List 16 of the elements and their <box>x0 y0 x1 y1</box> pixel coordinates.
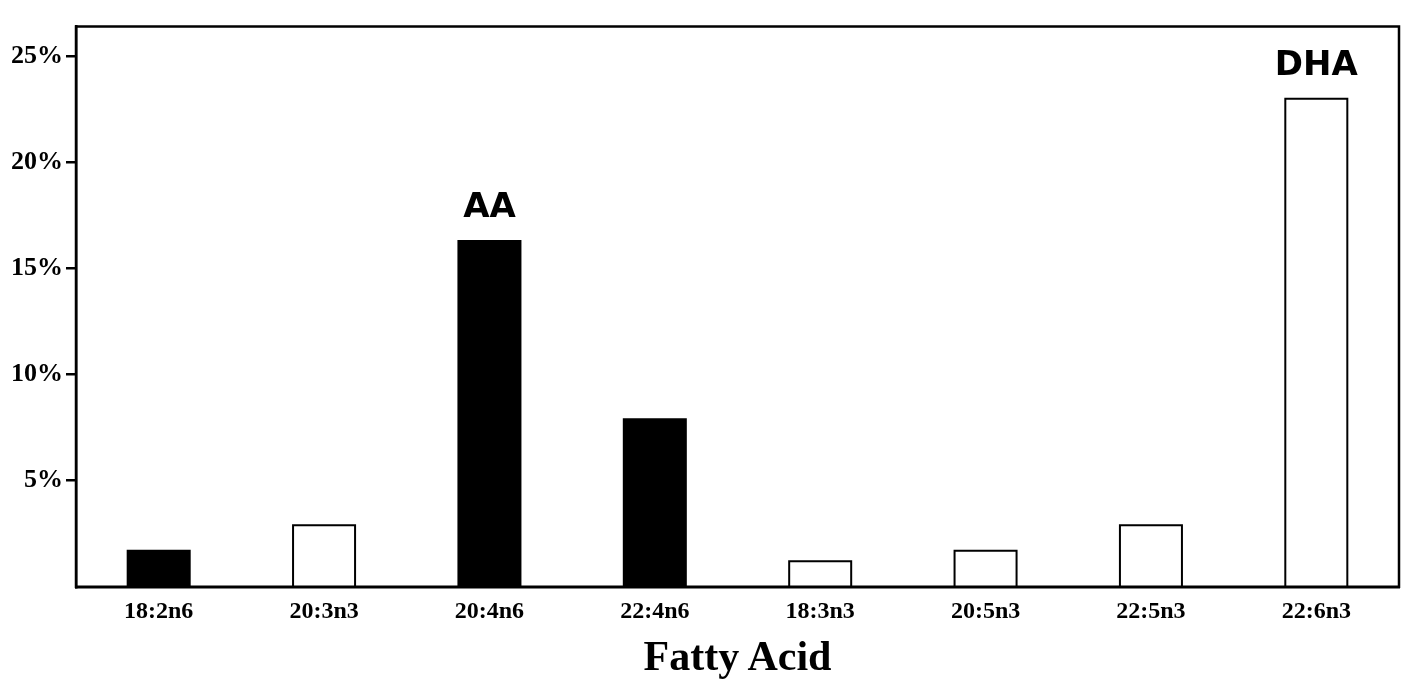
y-tick-label: 10% <box>11 358 63 388</box>
x-tick-label: 20:5n3 <box>950 597 1021 624</box>
x-tick-label: 22:6n3 <box>1281 597 1351 624</box>
annotation: AA <box>463 184 517 225</box>
x-tick-label: 18:3n3 <box>785 597 855 624</box>
y-tick-label: 15% <box>11 252 63 282</box>
x-tick-label: 20:3n3 <box>289 597 359 624</box>
x-axis-title: Fatty Acid <box>643 632 832 679</box>
y-tick-label: 25% <box>11 40 63 70</box>
x-tick-label: 22:4n6 <box>620 597 690 624</box>
x-tick-label: 18:2n6 <box>124 597 194 624</box>
y-tick-label: 20% <box>11 146 63 176</box>
annotation: DHA <box>1274 42 1359 83</box>
x-tick-label: 20:4n6 <box>454 597 525 624</box>
y-tick-label: 5% <box>24 464 63 494</box>
x-tick-label: 22:5n3 <box>1116 597 1186 624</box>
